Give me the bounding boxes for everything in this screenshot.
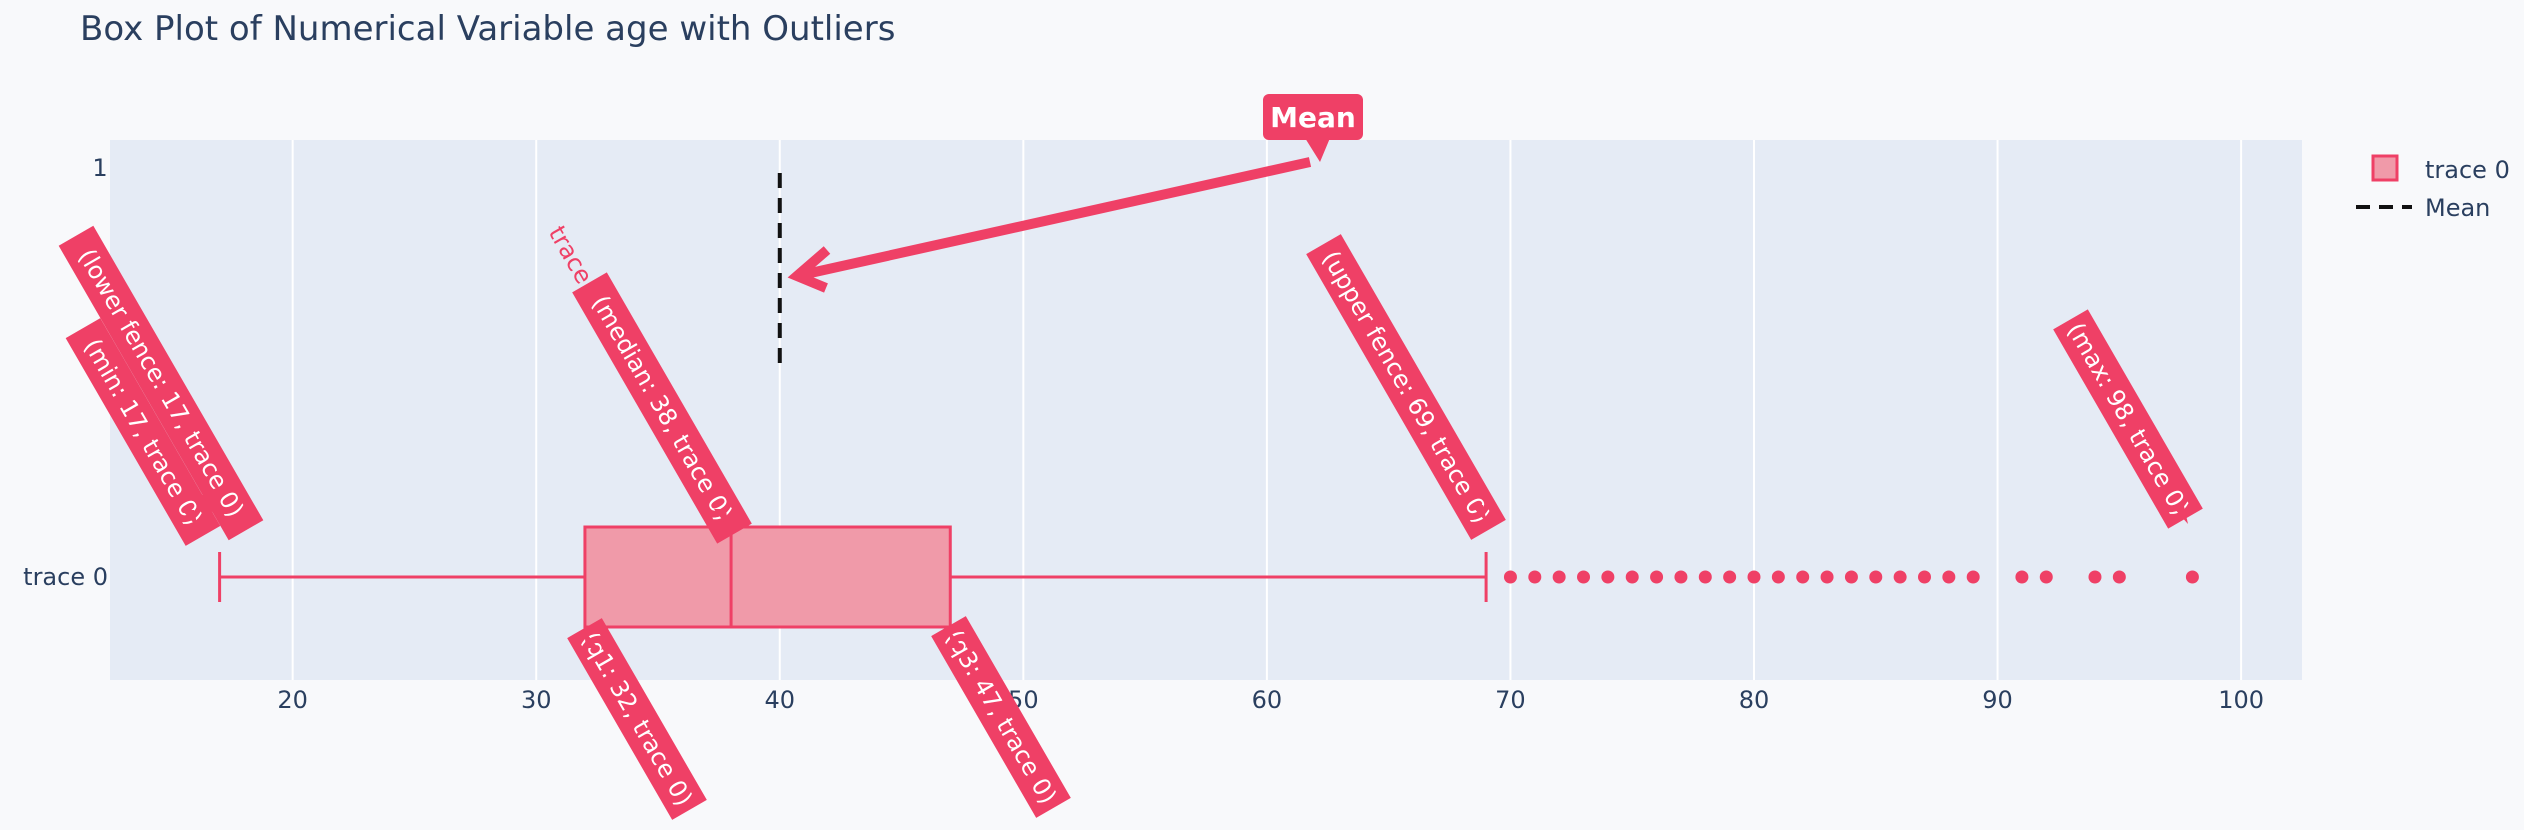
- box-plot: [218, 525, 1488, 629]
- annotation-pointer: [949, 630, 963, 648]
- outlier-point: [1723, 570, 1737, 584]
- legend-label: trace 0: [2425, 156, 2510, 184]
- outlier-point: [1942, 570, 1956, 584]
- mean-callout-text: Mean: [1270, 101, 1356, 134]
- y-tick-label: trace 0: [23, 563, 108, 591]
- annotation-box: [2053, 309, 2203, 529]
- x-tick-label: 80: [1739, 686, 1770, 714]
- x-tick-label: 90: [1982, 686, 2013, 714]
- outlier-point: [1820, 570, 1834, 584]
- annotation-box: [65, 318, 221, 546]
- outlier-point: [1650, 570, 1664, 584]
- y-tick-label: 1: [92, 154, 107, 182]
- outlier-point: [1674, 570, 1688, 584]
- legend-label: Mean: [2425, 194, 2490, 222]
- mean-callout-pointer: [1305, 138, 1330, 162]
- x-axis-ticks: 20 30 40 50 60 70 80 90 100: [277, 686, 2264, 714]
- outlier-points: [1503, 570, 2199, 584]
- legend-swatch-box: [2371, 154, 2399, 182]
- mean-arrow-shaft: [804, 157, 1312, 279]
- annotation-box: [931, 616, 1071, 818]
- outlier-point: [1503, 570, 1517, 584]
- x-tick-label: 20: [277, 686, 308, 714]
- x-tick-label: 100: [2218, 686, 2264, 714]
- annotation-pointer: [584, 630, 598, 648]
- y-axis-ticks: 1 trace 0: [23, 154, 108, 591]
- outlier-point: [1601, 570, 1615, 584]
- outlier-point: [1528, 570, 1542, 584]
- annotation-box: [1306, 234, 1506, 540]
- annotation-pointer: [1471, 505, 1487, 523]
- legend: trace 0 Mean: [2356, 154, 2510, 222]
- x-tick-label: 40: [765, 686, 796, 714]
- outlier-point: [1844, 570, 1858, 584]
- mean-arrow-head: [787, 246, 831, 293]
- annotation-box: [572, 272, 752, 544]
- mean-callout-box: [1263, 94, 1363, 140]
- plot-area: [110, 140, 2302, 680]
- annotation-box: [58, 225, 264, 541]
- outlier-point: [2088, 570, 2102, 584]
- x-tick-label: 30: [521, 686, 552, 714]
- outlier-point: [1966, 570, 1980, 584]
- outlier-point: [1747, 570, 1761, 584]
- outlier-point: [1577, 570, 1591, 584]
- outlier-point: [1796, 570, 1810, 584]
- outlier-point: [2112, 570, 2126, 584]
- outlier-point: [2185, 570, 2199, 584]
- iqr-box: [583, 525, 952, 629]
- outlier-point: [1698, 570, 1712, 584]
- outlier-point: [2015, 570, 2029, 584]
- outlier-point: [1869, 570, 1883, 584]
- outlier-point: [1893, 570, 1907, 584]
- outlier-point: [1552, 570, 1566, 584]
- chart-title: Box Plot of Numerical Variable age with …: [80, 9, 895, 49]
- outlier-point: [1771, 570, 1785, 584]
- annotation-pointer: [2172, 506, 2188, 524]
- outlier-point: [1625, 570, 1639, 584]
- x-tick-label: 70: [1495, 686, 1526, 714]
- annotation-pointer: [714, 509, 728, 527]
- outlier-point: [2039, 570, 2053, 584]
- outlier-point: [1917, 570, 1931, 584]
- annotation-pointer: [182, 510, 198, 528]
- x-tick-label: 60: [1252, 686, 1283, 714]
- annotation-box: [567, 618, 707, 820]
